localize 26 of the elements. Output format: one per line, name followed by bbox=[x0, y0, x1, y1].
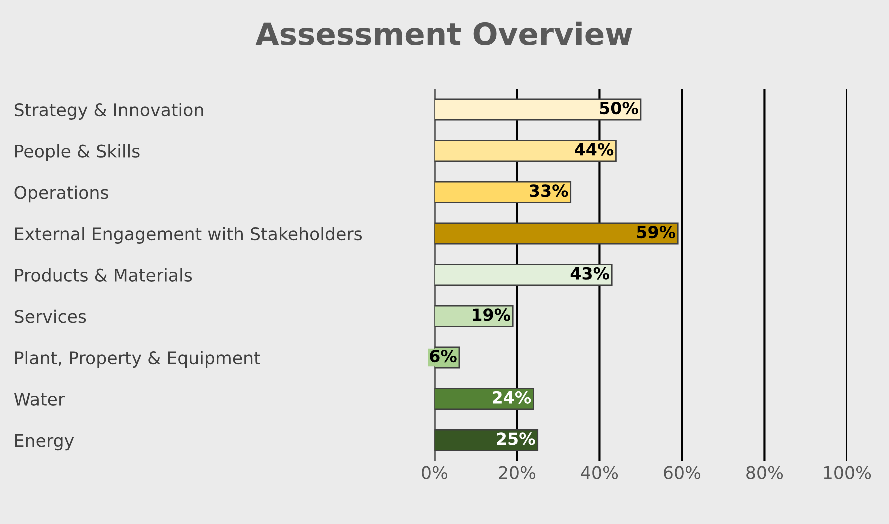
y-tick-label: Energy bbox=[16, 434, 74, 451]
x-tick-label: 20% bbox=[499, 466, 536, 480]
y-tick-label: Water bbox=[14, 393, 66, 406]
data-label: 24% bbox=[493, 391, 532, 404]
data-label: 33% bbox=[530, 184, 568, 198]
chart-title: Assessment Overview bbox=[256, 22, 632, 46]
data-label: 59% bbox=[637, 226, 676, 239]
data-label: 25% bbox=[497, 432, 536, 446]
y-tick-label: External Engagement with Stakeholders bbox=[16, 227, 362, 244]
bar bbox=[434, 98, 642, 121]
y-tick-label: Plant, Property & Equipment bbox=[16, 351, 260, 368]
y-tick-label: Products & Materials bbox=[16, 268, 192, 282]
x-tick-label: 40% bbox=[581, 466, 618, 480]
y-tick-label: Operations bbox=[14, 186, 108, 203]
y-tick-label: People & Skills bbox=[16, 144, 140, 162]
data-label: 44% bbox=[575, 143, 614, 156]
data-label: 50% bbox=[600, 102, 638, 115]
y-tick-label: Strategy & Innovation bbox=[14, 103, 204, 120]
data-label: 19% bbox=[473, 308, 510, 322]
bar bbox=[434, 222, 679, 245]
y-tick-label: Services bbox=[14, 310, 86, 324]
data-label: 43% bbox=[570, 267, 610, 280]
x-tick-label: 60% bbox=[664, 466, 701, 480]
x-tick-label: 80% bbox=[746, 466, 784, 480]
x-tick-label: 100% bbox=[824, 466, 872, 480]
x-tick-label: 0% bbox=[422, 466, 448, 480]
